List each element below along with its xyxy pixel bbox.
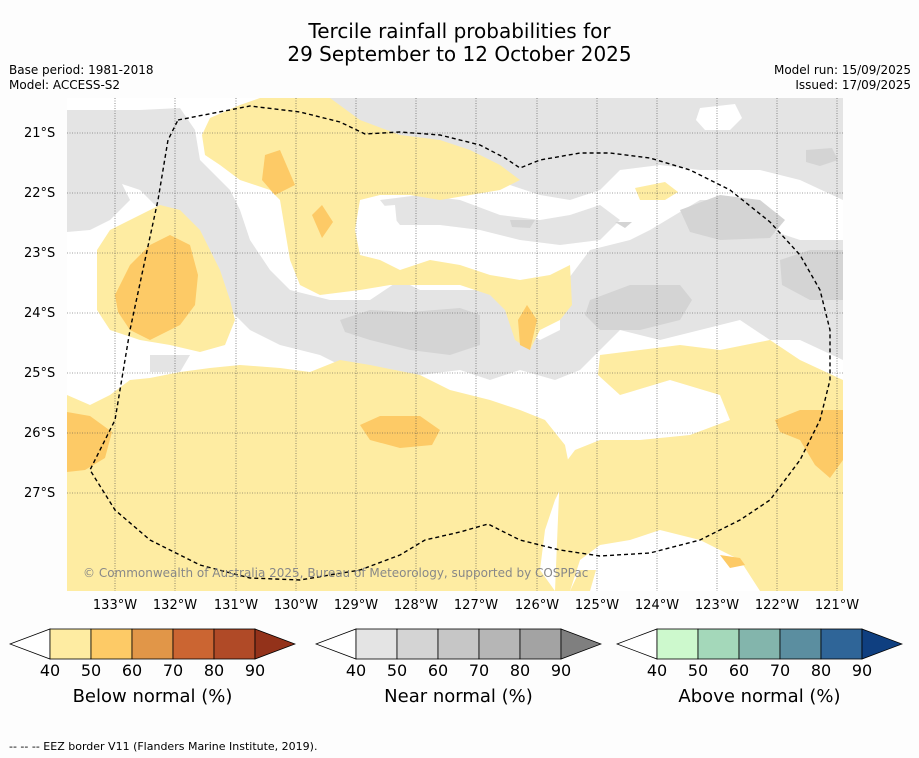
near-normal-tick-label: 60 [427, 661, 449, 680]
model-run: Model run: 15/09/2025 [773, 63, 911, 77]
base-period: Base period: 1981-2018 [9, 63, 154, 77]
above-normal-colorbar-segment [656, 628, 699, 660]
lon-label-126w: 126°W [514, 598, 560, 613]
above-normal-colorbar-graphic [616, 628, 903, 660]
below-normal-colorbar-segment [90, 628, 133, 660]
lon-label-122w: 122°W [754, 598, 800, 613]
below-normal-colorbar-over [254, 628, 296, 660]
lat-label-22s: 22°S [24, 186, 56, 201]
above-normal-colorbar-segment [779, 628, 822, 660]
title-line-2: 29 September to 12 October 2025 [287, 42, 632, 66]
map-title: Tercile rainfall probabilities for 29 Se… [0, 20, 919, 66]
lon-label-128w: 128°W [393, 598, 439, 613]
near-normal-colorbar-segment [355, 628, 398, 660]
below-normal-tick-label: 40 [39, 661, 61, 680]
below-normal-colorbar-segment [172, 628, 215, 660]
above-normal-colorbar-segment [738, 628, 781, 660]
model-name: Model: ACCESS-S2 [9, 78, 121, 92]
below-normal-tick-label: 60 [121, 661, 143, 680]
near-normal-colorbar-segment [519, 628, 562, 660]
lon-label-131w: 131°W [213, 598, 259, 613]
near-normal-colorbar-graphic [315, 628, 602, 660]
lon-label-123w: 123°W [694, 598, 740, 613]
lon-label-132w: 132°W [152, 598, 198, 613]
lon-label-130w: 130°W [273, 598, 319, 613]
below-normal-tick-label: 80 [203, 661, 225, 680]
near-normal-tick-label: 80 [509, 661, 531, 680]
near-normal-colorbar-segment [396, 628, 439, 660]
issued-date: Issued: 17/09/2025 [795, 78, 911, 92]
below-normal-colorbar-segment [131, 628, 174, 660]
near-normal-colorbar-title: Near normal (%) [384, 686, 533, 707]
eez-footnote: -- -- -- EEZ border V11 (Flanders Marine… [9, 740, 318, 753]
meta-right: Model run: 15/09/2025 Issued: 17/09/2025 [774, 63, 911, 93]
below-normal-40-50-region [67, 98, 843, 591]
lon-label-127w: 127°W [453, 598, 499, 613]
lat-label-25s: 25°S [24, 366, 56, 381]
below-normal-colorbar-segment [213, 628, 256, 660]
below-normal-50-60-region [67, 150, 843, 478]
graticule [67, 98, 843, 591]
lat-label-23s: 23°S [24, 246, 56, 261]
below-normal-colorbar-title: Below normal (%) [72, 686, 233, 707]
lon-label-129w: 129°W [333, 598, 379, 613]
lat-label-26s: 26°S [24, 426, 56, 441]
near-normal-colorbar-under [315, 628, 357, 660]
copyright-notice: © Commonwealth of Australia 2025, Bureau… [83, 566, 588, 580]
below-normal-colorbar-graphic [9, 628, 296, 660]
lon-label-125w: 125°W [574, 598, 620, 613]
map-plot-area [67, 98, 843, 591]
above-normal-colorbar-over [861, 628, 903, 660]
near-normal-tick-label: 90 [550, 661, 572, 680]
near-normal-colorbar-segment [437, 628, 480, 660]
above-normal-colorbar-title: Above normal (%) [678, 686, 841, 707]
above-normal-colorbar-segment [820, 628, 863, 660]
lon-label-121w: 121°W [814, 598, 860, 613]
near-normal-tick-label: 70 [468, 661, 490, 680]
above-normal-tick-label: 70 [769, 661, 791, 680]
near-normal-tick-label: 50 [386, 661, 408, 680]
near-normal-colorbar-over [560, 628, 602, 660]
near-normal-tick-label: 40 [345, 661, 367, 680]
above-normal-tick-label: 90 [851, 661, 873, 680]
near-normal-colorbar-segment [478, 628, 521, 660]
lat-label-21s: 21°S [24, 126, 56, 141]
below-normal-colorbar-under [9, 628, 51, 660]
above-normal-tick-label: 60 [728, 661, 750, 680]
lat-label-24s: 24°S [24, 306, 56, 321]
meta-left: Base period: 1981-2018 Model: ACCESS-S2 [9, 63, 154, 93]
lon-label-133w: 133°W [92, 598, 138, 613]
lat-label-27s: 27°S [24, 486, 56, 501]
lon-label-124w: 124°W [634, 598, 680, 613]
above-normal-tick-label: 40 [646, 661, 668, 680]
below-normal-tick-label: 70 [162, 661, 184, 680]
above-normal-tick-label: 80 [810, 661, 832, 680]
above-normal-colorbar-segment [697, 628, 740, 660]
above-normal-colorbar-under [616, 628, 658, 660]
below-normal-tick-label: 90 [244, 661, 266, 680]
below-normal-colorbar-segment [49, 628, 92, 660]
above-normal-tick-label: 50 [687, 661, 709, 680]
title-line-1: Tercile rainfall probabilities for [308, 19, 611, 43]
below-normal-tick-label: 50 [80, 661, 102, 680]
